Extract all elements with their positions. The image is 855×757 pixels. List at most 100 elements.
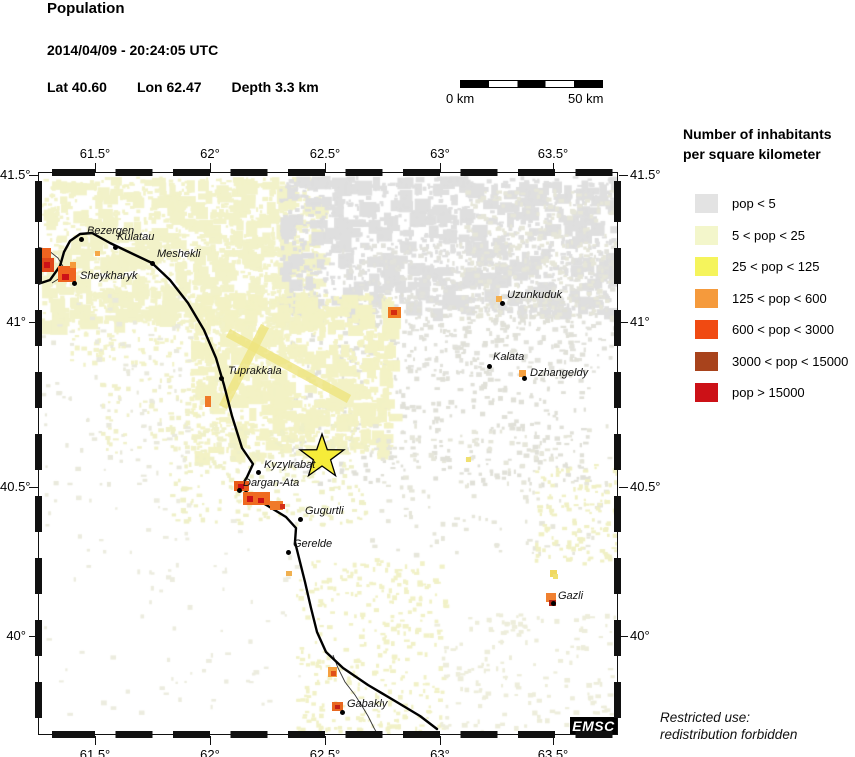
city-dot	[340, 710, 345, 715]
population-cluster	[238, 484, 244, 489]
city-dot	[79, 237, 84, 242]
legend-item-label: 25 < pop < 125	[732, 259, 820, 274]
x-axis-label-bottom: 62.5°	[309, 747, 341, 757]
legend-item-label: 3000 < pop < 15000	[732, 353, 849, 369]
event-longitude: Lon 62.47	[136, 79, 202, 95]
epicenter-star-icon	[298, 431, 346, 478]
x-axis-tick-top	[325, 163, 326, 172]
x-axis-tick-top	[440, 163, 441, 172]
population-cluster	[247, 496, 253, 502]
population-cluster	[44, 262, 50, 268]
legend-color-swatch	[695, 383, 718, 402]
legend-title-line2: per square kilometer	[683, 146, 821, 162]
population-cluster	[286, 571, 292, 576]
population-cluster	[280, 504, 285, 509]
restriction-note: Restricted use: redistribution forbidden	[660, 709, 797, 743]
legend-item-label: pop > 15000	[732, 385, 805, 400]
restriction-note-line2: redistribution forbidden	[660, 727, 798, 742]
city-dot	[237, 488, 242, 493]
y-axis-tick-right	[619, 636, 628, 637]
y-axis-tick-right	[619, 322, 628, 323]
map-area: EMSC Bezergen Kulatau Meshekli Sheykharyk Tu…	[38, 172, 618, 735]
event-parameters: Lat 40.60 Lon 62.47 Depth 3.3 km	[47, 79, 349, 95]
population-cluster	[335, 705, 340, 709]
population-cluster	[496, 296, 502, 302]
population-cluster	[331, 671, 336, 676]
legend-color-swatch	[695, 194, 718, 213]
y-axis-label-right: 41.5°	[630, 167, 661, 182]
city-dot	[150, 261, 155, 266]
population-cluster	[270, 501, 283, 510]
population-cluster	[258, 498, 264, 503]
map-scale-bar	[460, 80, 603, 88]
y-axis-tick-left	[29, 636, 38, 637]
population-cluster	[95, 251, 100, 256]
legend-row: 3000 < pop < 15000	[695, 351, 849, 371]
y-axis-label-left: 41.5°	[0, 167, 31, 182]
border-line	[332, 654, 378, 734]
x-axis-tick-bottom	[210, 736, 211, 745]
city-label: Bezergen	[87, 225, 135, 237]
population-cluster	[546, 593, 556, 602]
x-axis-label-bottom: 62°	[200, 747, 220, 757]
x-axis-label-top: 63.5°	[537, 146, 569, 161]
city-label: Tuprakkala	[228, 365, 282, 377]
legend-item-label: 125 < pop < 600	[732, 290, 827, 306]
x-axis-label-top: 61.5°	[79, 146, 111, 161]
population-cluster	[553, 574, 558, 579]
x-axis-label-bottom: 63.5°	[537, 747, 569, 757]
map-overlay-graphics	[39, 231, 558, 734]
y-axis-tick-left	[29, 487, 38, 488]
x-axis-label-bottom: 61.5°	[79, 747, 111, 757]
x-axis-tick-bottom	[553, 736, 554, 745]
city-label: Kyzylrabat	[264, 459, 316, 471]
city-label: Uzunkuduk	[507, 289, 563, 301]
city-label: Meshekli	[157, 248, 201, 260]
legend-item-label: pop < 5	[732, 196, 776, 211]
population-cluster	[205, 396, 211, 407]
legend-color-swatch	[695, 351, 718, 371]
city-label: Kalata	[493, 351, 525, 363]
y-axis-tick-left	[29, 175, 38, 176]
legend-color-swatch	[695, 257, 718, 276]
population-cluster	[550, 570, 557, 577]
city-dot	[298, 517, 303, 522]
irrigation-band	[225, 329, 352, 403]
river-line	[39, 231, 439, 731]
city-dot	[72, 281, 77, 286]
population-cluster	[40, 248, 51, 262]
city-dot	[522, 376, 527, 381]
x-axis-label-top: 62°	[200, 146, 220, 161]
population-cluster	[519, 370, 526, 377]
event-latitude: Lat 40.60	[47, 79, 107, 95]
x-axis-label-bottom: 63°	[430, 747, 450, 757]
legend-row: pop < 5	[695, 194, 776, 213]
city-dot	[551, 601, 556, 606]
x-axis-tick-top	[553, 163, 554, 172]
population-cluster	[391, 310, 397, 315]
page-title: Population	[47, 0, 125, 17]
x-axis-tick-bottom	[325, 736, 326, 745]
legend-color-swatch	[695, 225, 718, 245]
city-dot	[487, 364, 492, 369]
y-axis-tick-right	[619, 175, 628, 176]
city-label: Sheykharyk	[80, 270, 138, 282]
population-cluster	[62, 274, 69, 280]
legend-title-line1: Number of inhabitants	[683, 126, 832, 142]
city-label: Gerelde	[293, 538, 333, 550]
x-axis-tick-top	[210, 163, 211, 172]
legend-color-swatch	[695, 288, 718, 308]
legend-color-swatch	[695, 320, 718, 339]
legend-row: pop > 15000	[695, 383, 805, 402]
city-label: Dzhangeldy	[530, 367, 589, 379]
y-axis-label-left: 41°	[6, 314, 26, 329]
city-dot	[286, 550, 291, 555]
scale-bar-max-label: 50 km	[568, 91, 604, 106]
y-axis-label-left: 40.5°	[0, 479, 31, 494]
city-label: Gabakly	[347, 698, 388, 710]
city-label: Gugurtli	[305, 505, 344, 517]
scale-bar-zero-label: 0 km	[446, 91, 475, 106]
legend-item-label: 600 < pop < 3000	[732, 322, 834, 337]
city-label: Kulatau	[117, 231, 155, 243]
